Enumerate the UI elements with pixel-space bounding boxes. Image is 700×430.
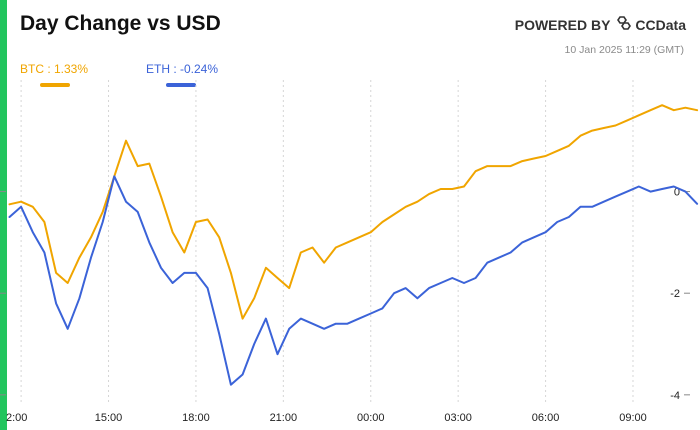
legend-btc-swatch — [40, 83, 70, 87]
legend-btc-label: BTC : 1.33% — [20, 62, 89, 76]
powered-by-label: POWERED BY — [514, 16, 611, 33]
x-tick-label: 18:00 — [182, 412, 210, 424]
y-tick-label: 0 — [674, 187, 680, 199]
x-tick-label: 15:00 — [95, 412, 123, 424]
series-line-btc — [8, 104, 699, 320]
legend-eth-label: ETH : -0.24% — [146, 62, 219, 76]
chart-title: Day Change vs USD — [20, 12, 221, 35]
x-tick-label: 06:00 — [532, 412, 560, 424]
brand-name: CCData — [635, 16, 686, 33]
y-tick-label: -4 — [670, 390, 680, 402]
series-line-eth — [8, 175, 699, 386]
y-tick-label: -2 — [670, 288, 680, 300]
x-tick-label: 09:00 — [619, 412, 647, 424]
x-tick-label: 00:00 — [357, 412, 385, 424]
x-tick-label: 2:00 — [6, 412, 27, 424]
x-tick-label: 21:00 — [270, 412, 298, 424]
timestamp: 10 Jan 2025 11:29 (GMT) — [564, 44, 684, 56]
x-tick-label: 03:00 — [444, 412, 472, 424]
legend-eth-swatch — [166, 83, 196, 87]
accent-bar — [0, 0, 7, 430]
ccdata-logo-icon — [616, 16, 632, 33]
brand-badge: POWERED BY CCData — [515, 16, 686, 33]
